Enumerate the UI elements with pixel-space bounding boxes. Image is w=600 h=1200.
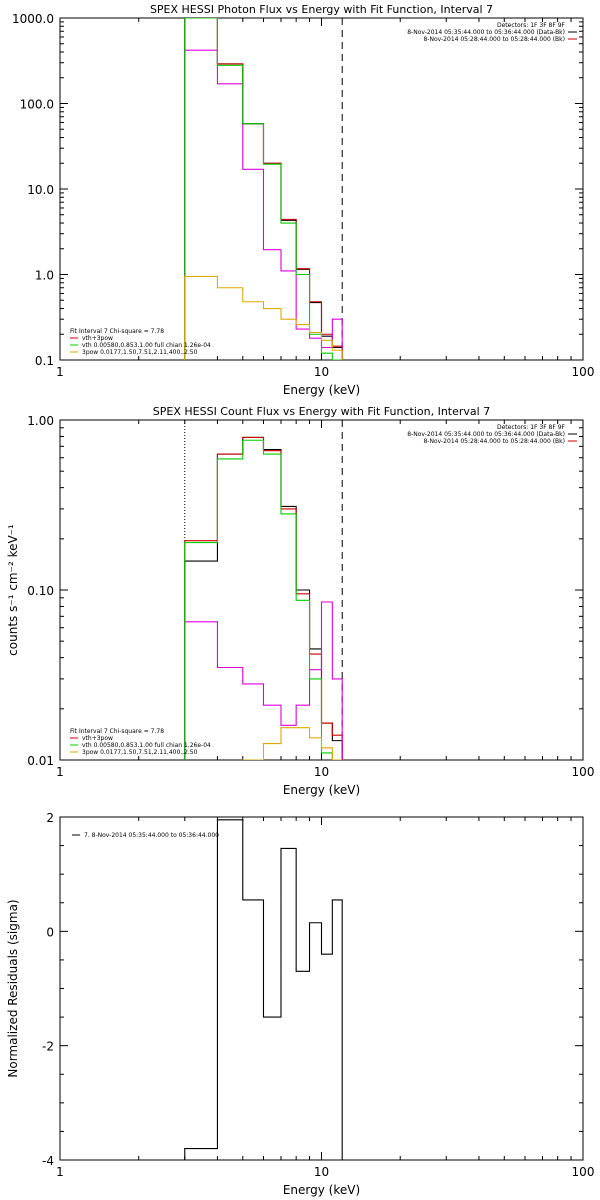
chart-title: SPEX HESSI Photon Flux vs Energy with Fi… [150, 3, 493, 16]
x-axis-label: Energy (keV) [283, 783, 360, 797]
legend-entry: 3pow 0.0177,1.50,7.51,2.11,400.,2.50 [82, 749, 198, 756]
x-tick-label: 10 [314, 365, 329, 379]
series-line-0 [184, 436, 343, 760]
legend-entry: vth 0.00580,0.853,1.00 full chian 1.26e-… [82, 342, 211, 349]
x-tick-label: 100 [572, 365, 595, 379]
series-line-3 [184, 18, 343, 360]
legend-entry: 3pow 0.0177,1.50,7.51,2.11,400.,2.50 [82, 349, 198, 356]
x-tick-label: 100 [572, 765, 595, 779]
legend-entry: Fit Interval 7 Chi-square = 7.78 [70, 728, 164, 735]
x-axis-label: Energy (keV) [283, 383, 360, 397]
y-axis-label: Normalized Residuals (sigma) [6, 899, 20, 1077]
y-tick-label: 0.1 [35, 354, 54, 368]
legend-entry: vth 0.00580,0.853,1.00 full chian 1.26e-… [82, 742, 211, 749]
x-tick-label: 1 [56, 1165, 64, 1179]
x-tick-label: 10 [314, 1165, 329, 1179]
series-line-4 [184, 727, 343, 760]
legend-entry: 7. 8-Nov-2014 05:35:44.000 to 05:36:44.0… [84, 832, 219, 839]
x-axis-label: Energy (keV) [283, 1183, 360, 1197]
y-tick-label: 0 [46, 925, 54, 939]
plot-frame-2 [59, 816, 584, 1161]
legend-entry: vth+3pow [82, 335, 113, 342]
legend-entry: 8-Nov-2014 05:28:44.000 to 05:28:44.000 … [423, 438, 565, 445]
x-tick-label: 100 [572, 1165, 595, 1179]
legend-entry: 8-Nov-2014 05:28:44.000 to 05:28:44.000 … [423, 36, 565, 43]
y-tick-label: 1.00 [27, 414, 54, 428]
legend-entry: Detectors: 1F 3F 8F 9F [497, 22, 566, 29]
series-line-2 [184, 49, 343, 360]
y-tick-label: 1000.0 [12, 12, 54, 26]
y-tick-label: -4 [42, 1154, 54, 1168]
legend-entry: 8-Nov-2014 05:35:44.000 to 05:36:44.000 … [407, 431, 565, 438]
y-axis-label: counts s⁻¹ cm⁻² keV⁻¹ [6, 524, 20, 656]
series-line-4 [184, 275, 343, 360]
legend-entry: 8-Nov-2014 05:35:44.000 to 05:36:44.000 … [407, 29, 565, 36]
series-line-1 [184, 18, 343, 360]
y-tick-label: 0.01 [27, 754, 54, 768]
x-tick-label: 1 [56, 765, 64, 779]
x-tick-label: 10 [314, 765, 329, 779]
series-line-3 [184, 439, 343, 760]
series-line-1 [184, 436, 343, 760]
legend-entry: Detectors: 1F 3F 8F 9F [497, 424, 566, 431]
y-tick-label: -2 [42, 1040, 54, 1054]
legend-entry: Fit Interval 7 Chi-square = 7.78 [70, 328, 164, 335]
series-line-0 [184, 819, 343, 1160]
x-tick-label: 1 [56, 365, 64, 379]
y-tick-label: 10.0 [27, 183, 54, 197]
chart-title: SPEX HESSI Count Flux vs Energy with Fit… [153, 405, 490, 418]
legend-entry: vth+3pow [82, 735, 113, 742]
series-line-2 [184, 601, 343, 760]
y-tick-label: 1.0 [35, 269, 54, 283]
y-tick-label: 2 [46, 811, 54, 825]
y-tick-label: 0.10 [27, 584, 54, 598]
y-tick-label: 100.0 [20, 98, 54, 112]
